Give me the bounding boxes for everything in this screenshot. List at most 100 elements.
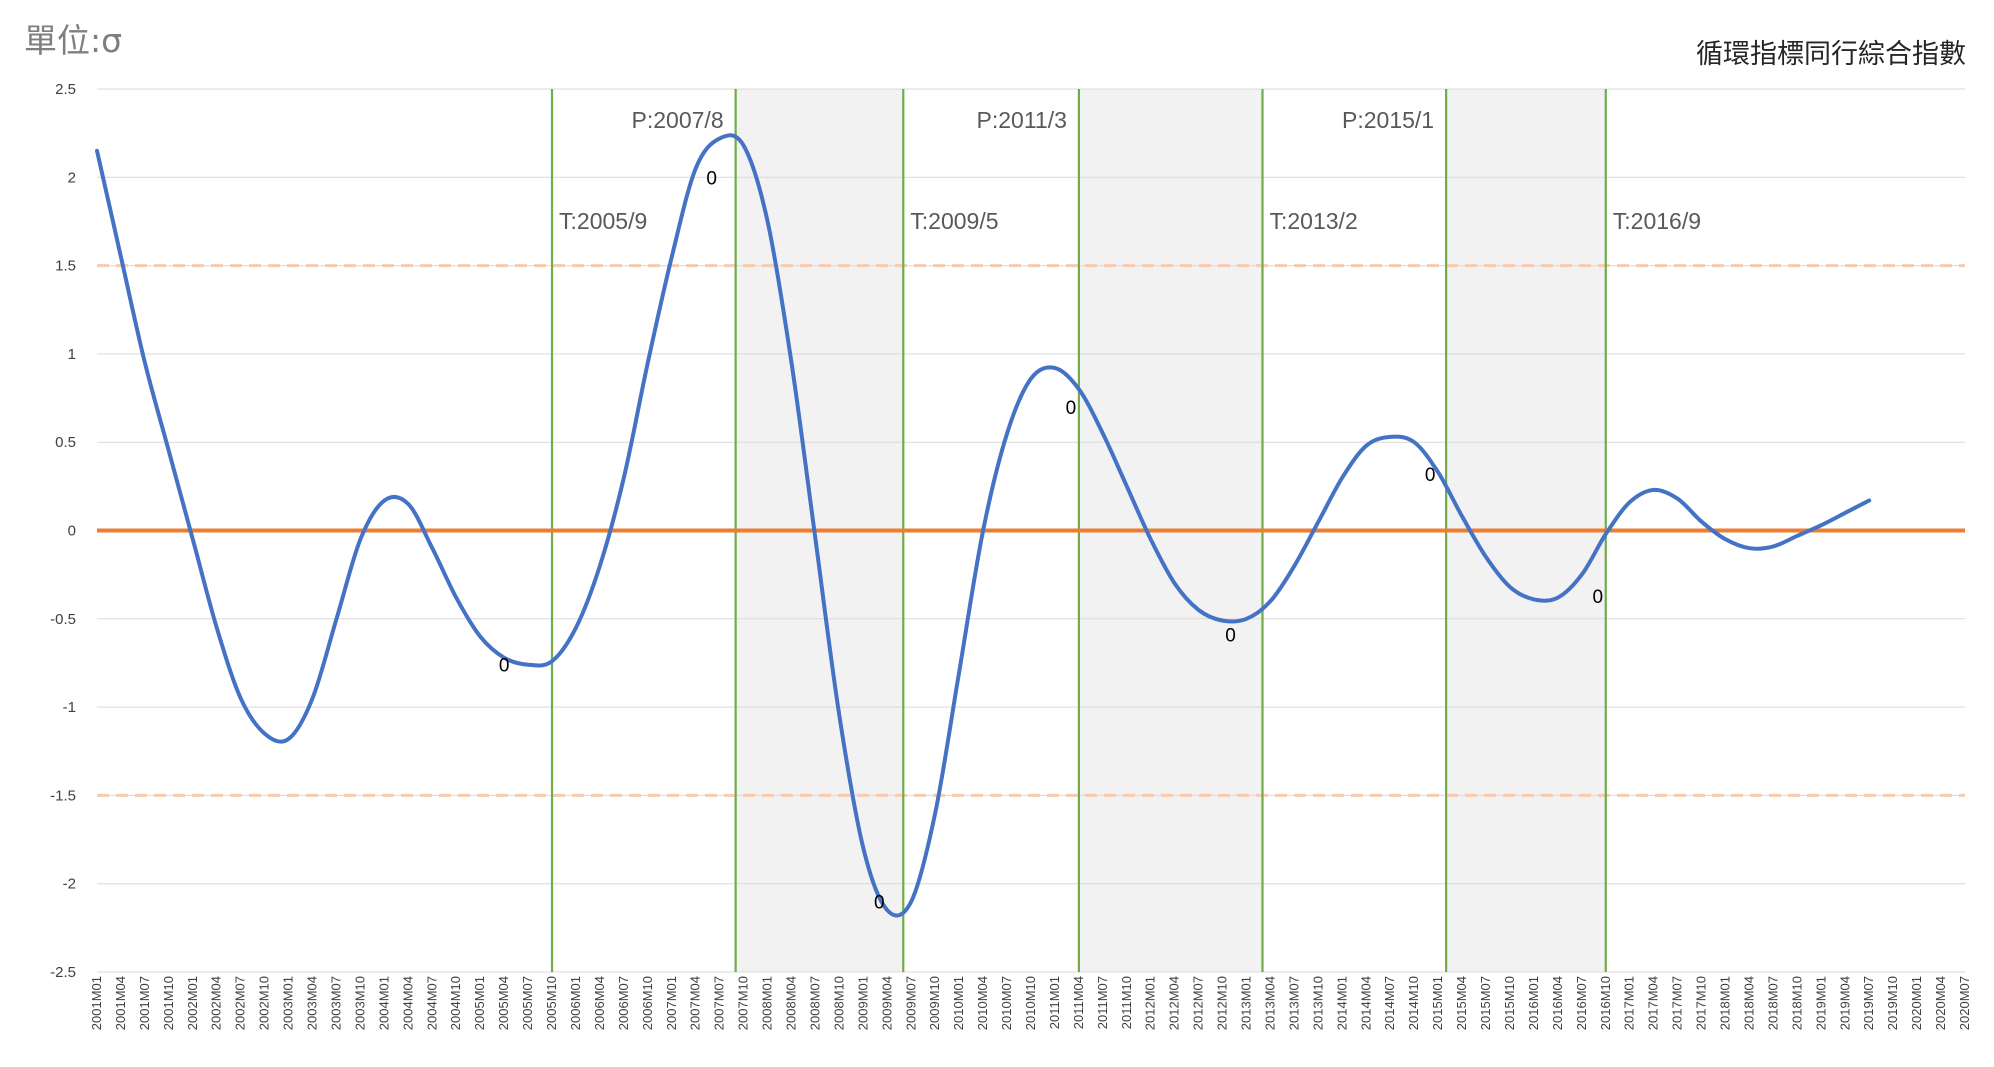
point-label: 0 — [1066, 398, 1077, 419]
x-tick-label: 2014M10 — [1406, 976, 1421, 1030]
x-tick-label: 2009M01 — [855, 976, 870, 1030]
x-tick-label: 2002M10 — [257, 976, 272, 1030]
x-tick-label: 2019M10 — [1885, 976, 1900, 1030]
turning-point-label: P:2007/8 — [632, 107, 724, 133]
x-tick-label: 2012M04 — [1167, 976, 1182, 1030]
x-tick-label: 2012M01 — [1143, 976, 1158, 1030]
y-tick-label: -1 — [63, 699, 76, 716]
x-tick-label: 2003M10 — [352, 976, 367, 1030]
x-tick-label: 2012M07 — [1191, 976, 1206, 1030]
x-tick-label: 2015M07 — [1478, 976, 1493, 1030]
y-tick-label: -2.5 — [50, 964, 76, 981]
y-tick-label: 0 — [68, 523, 76, 540]
turning-point-label: T:2009/5 — [910, 208, 998, 234]
y-tick-label: -0.5 — [50, 611, 76, 628]
series-line — [95, 133, 1872, 918]
x-tick-label: 2017M07 — [1670, 976, 1685, 1030]
x-tick-label: 2018M07 — [1765, 976, 1780, 1030]
x-tick-label: 2001M01 — [89, 976, 104, 1030]
x-tick-label: 2006M04 — [592, 976, 607, 1030]
x-tick-label: 2007M01 — [664, 976, 679, 1030]
point-label: 0 — [874, 892, 885, 913]
x-tick-label: 2016M01 — [1526, 976, 1541, 1030]
x-tick-label: 2019M04 — [1837, 976, 1852, 1030]
point-label: 0 — [1225, 626, 1236, 647]
y-tick-label: 1.5 — [55, 258, 76, 275]
x-tick-label: 2014M04 — [1358, 976, 1373, 1030]
x-tick-label: 2006M07 — [616, 976, 631, 1030]
x-tick-label: 2018M01 — [1718, 976, 1733, 1030]
turning-point-label: T:2005/9 — [559, 208, 647, 234]
x-tick-label: 2001M10 — [161, 976, 176, 1030]
y-tick-label: 1 — [68, 346, 76, 363]
y-tick-label: 0.5 — [55, 434, 76, 451]
unit-label: 單位:σ — [24, 21, 123, 60]
y-tick-label: -2 — [63, 876, 76, 893]
x-tick-label: 2008M04 — [784, 976, 799, 1030]
x-tick-label: 2009M10 — [927, 976, 942, 1030]
x-tick-label: 2007M04 — [688, 976, 703, 1030]
x-tick-label: 2004M10 — [448, 976, 463, 1030]
x-tick-label: 2014M07 — [1382, 976, 1397, 1030]
x-tick-label: 2019M07 — [1861, 976, 1876, 1030]
x-tick-label: 2017M10 — [1694, 976, 1709, 1030]
x-tick-label: 2005M04 — [496, 976, 511, 1030]
x-tick-label: 2009M04 — [879, 976, 894, 1030]
x-tick-label: 2002M07 — [233, 976, 248, 1030]
x-tick-label: 2004M04 — [400, 976, 415, 1030]
x-tick-label: 2008M07 — [808, 976, 823, 1030]
x-tick-label: 2007M10 — [736, 976, 751, 1030]
x-tick-label: 2011M04 — [1071, 976, 1086, 1029]
x-tick-label: 2015M01 — [1430, 976, 1445, 1030]
x-tick-label: 2020M07 — [1957, 976, 1972, 1030]
x-tick-label: 2001M07 — [137, 976, 152, 1030]
x-tick-label: 2008M10 — [831, 976, 846, 1030]
x-tick-label: 2003M04 — [305, 976, 320, 1030]
x-tick-label: 2013M10 — [1310, 976, 1325, 1030]
x-tick-label: 2005M01 — [472, 976, 487, 1030]
x-tick-label: 2003M07 — [329, 976, 344, 1030]
turning-point-label: P:2015/1 — [1342, 107, 1434, 133]
x-tick-label: 2008M01 — [760, 976, 775, 1030]
y-tick-label: -1.5 — [50, 787, 76, 804]
x-tick-label: 2010M01 — [951, 976, 966, 1030]
x-tick-label: 2014M01 — [1334, 976, 1349, 1030]
x-tick-label: 2013M04 — [1263, 976, 1278, 1030]
x-tick-label: 2005M10 — [544, 976, 559, 1030]
x-tick-label: 2006M01 — [568, 976, 583, 1030]
x-tick-label: 2007M07 — [712, 976, 727, 1030]
x-tick-label: 2017M04 — [1646, 976, 1661, 1030]
x-tick-label: 2011M01 — [1047, 976, 1062, 1029]
x-tick-label: 2017M01 — [1622, 976, 1637, 1030]
x-tick-label: 2020M04 — [1933, 976, 1948, 1030]
x-tick-label: 2016M04 — [1550, 976, 1565, 1030]
y-tick-label: 2 — [68, 169, 76, 186]
x-tick-label: 2004M01 — [376, 976, 391, 1030]
turning-point-label: P:2011/3 — [977, 107, 1067, 133]
x-tick-label: 2002M01 — [185, 976, 200, 1030]
x-tick-label: 2006M10 — [640, 976, 655, 1030]
x-tick-label: 2002M04 — [209, 976, 224, 1030]
x-tick-label: 2012M10 — [1215, 976, 1230, 1030]
x-tick-label: 2013M07 — [1286, 976, 1301, 1030]
x-tick-label: 2005M07 — [520, 976, 535, 1030]
x-tick-label: 2004M07 — [424, 976, 439, 1030]
turning-point-label: T:2016/9 — [1613, 208, 1701, 234]
x-tick-label: 2018M10 — [1789, 976, 1804, 1030]
x-tick-label: 2011M07 — [1095, 976, 1110, 1029]
x-tick-label: 2003M01 — [281, 976, 296, 1030]
x-tick-label: 2016M07 — [1574, 976, 1589, 1030]
x-tick-label: 2019M01 — [1813, 976, 1828, 1030]
point-label: 0 — [706, 168, 717, 189]
x-tick-label: 2010M07 — [999, 976, 1014, 1030]
x-tick-label: 2011M10 — [1119, 976, 1134, 1029]
x-tick-label: 2018M04 — [1742, 976, 1757, 1030]
x-tick-label: 2010M10 — [1023, 976, 1038, 1030]
x-tick-label: 2016M10 — [1598, 976, 1613, 1030]
point-label: 0 — [1592, 587, 1603, 608]
x-tick-label: 2010M04 — [975, 976, 990, 1030]
x-tick-label: 2001M04 — [113, 976, 128, 1030]
x-tick-label: 2009M07 — [903, 976, 918, 1030]
point-label: 0 — [499, 656, 510, 677]
turning-point-label: T:2013/2 — [1270, 208, 1358, 234]
